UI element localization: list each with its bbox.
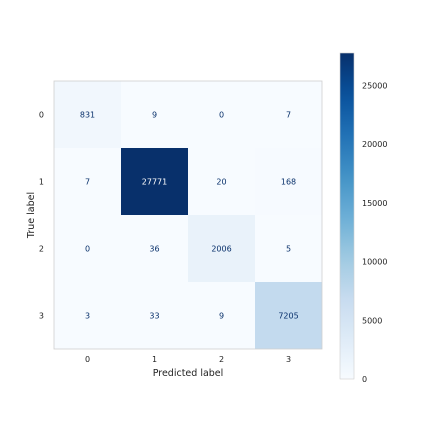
cell-value-label: 7 <box>85 178 90 187</box>
y-tick-label: 1 <box>39 178 44 187</box>
cell-value-label: 9 <box>219 312 224 321</box>
cell-value-label: 7 <box>286 111 291 120</box>
colorbar-tick-label: 0 <box>362 375 367 384</box>
cell-value-label: 20 <box>216 178 226 187</box>
heatmap-cells <box>54 81 322 349</box>
colorbar-ticks: 0 5000 10000 15000 20000 25000 <box>362 82 387 384</box>
cell-value-label: 3 <box>85 312 90 321</box>
cell-value-label: 5 <box>286 245 291 254</box>
y-tick-label: 2 <box>39 245 44 254</box>
x-tick-label: 3 <box>286 355 291 364</box>
colorbar <box>340 53 354 379</box>
colorbar-tick-label: 10000 <box>362 258 387 267</box>
cell-value-label: 33 <box>149 312 159 321</box>
cell-value-label: 0 <box>219 111 224 120</box>
y-tick-label: 0 <box>39 111 44 120</box>
cell-value-label: 36 <box>149 245 159 254</box>
cell-value-label: 9 <box>152 111 157 120</box>
x-tick-label: 2 <box>219 355 224 364</box>
cell-value-label: 0 <box>85 245 90 254</box>
colorbar-tick-label: 5000 <box>362 316 382 325</box>
cell-value-label: 2006 <box>211 245 231 254</box>
cell-value-label: 831 <box>80 111 95 120</box>
x-axis-ticks: 0 1 2 3 <box>85 355 291 364</box>
y-axis-ticks: 0 1 2 3 <box>39 111 44 321</box>
y-tick-label: 3 <box>39 312 44 321</box>
colorbar-tick-label: 25000 <box>362 82 387 91</box>
x-tick-label: 0 <box>85 355 90 364</box>
colorbar-tick-label: 15000 <box>362 199 387 208</box>
cell-value-label: 7205 <box>278 312 298 321</box>
cell-value-label: 168 <box>281 178 296 187</box>
colorbar-tick-label: 20000 <box>362 140 387 149</box>
cell-value-label: 27771 <box>142 178 167 187</box>
x-axis-label: Predicted label <box>153 368 224 379</box>
x-tick-label: 1 <box>152 355 157 364</box>
y-axis-label: True label <box>26 192 37 239</box>
